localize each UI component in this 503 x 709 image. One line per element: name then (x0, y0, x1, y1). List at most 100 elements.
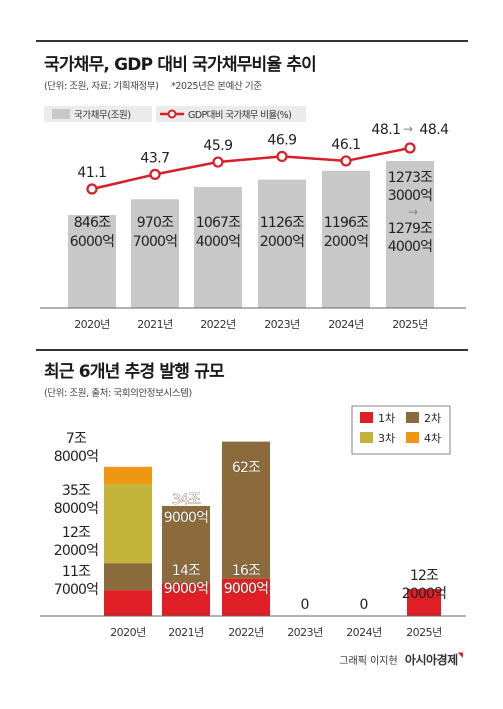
debt-value-label: 1279조 (388, 221, 433, 237)
ratio-value-label: 46.9 (267, 132, 296, 148)
brand-logo: 아시아경제 (404, 653, 458, 667)
debt-value-label: 6000억 (70, 234, 115, 250)
ratio-value-label: 48.1 (371, 122, 400, 138)
legend-box-debt (44, 106, 152, 122)
legend-swatch (360, 412, 373, 423)
bar-value-label: 62조 (232, 460, 261, 476)
bar-value-label: 14조 (172, 563, 201, 579)
top-rule (36, 40, 468, 42)
chart1-note: *2025년은 본예산 기준 (171, 81, 262, 92)
x-tick-label: 2023년 (287, 626, 323, 639)
stack-segment (162, 505, 210, 584)
debt-value-label: 1273조 (388, 170, 433, 186)
side-value-label: 8000억 (54, 501, 99, 517)
debt-value-label: 3000억 (388, 188, 433, 204)
stack-segment (222, 578, 270, 616)
debt-change-arrow: → (408, 205, 418, 219)
legend-box-ratio (156, 106, 306, 122)
debt-bar (258, 179, 306, 308)
bar-value-label: 34조 (172, 492, 201, 508)
x-tick-label: 2025년 (392, 318, 428, 331)
zero-value-label: 0 (301, 597, 310, 613)
x-tick-label: 2021년 (168, 626, 204, 639)
legend-label: 1차 (378, 412, 395, 425)
brand-mark-icon: ◥ (457, 651, 463, 659)
ratio-point (276, 150, 288, 163)
legend-label-ratio: GDP대비 국가채무 비율(%) (188, 110, 291, 121)
legend-label: 2차 (424, 412, 441, 425)
x-tick-label: 2023년 (264, 318, 300, 331)
ratio-point (149, 168, 161, 180)
debt-bar (386, 161, 434, 308)
ratio-point (212, 156, 224, 168)
legend-swatch-debt (52, 109, 70, 119)
debt-value-label: 2000억 (260, 234, 305, 250)
debt-value-label: 970조 (137, 215, 174, 231)
ratio-value-label: 41.1 (77, 165, 106, 181)
legend-swatch (406, 432, 419, 443)
stack-segment (104, 590, 152, 616)
stack-segment (104, 466, 152, 485)
ratio-line (91, 146, 411, 191)
bar-value-label: 9000억 (224, 581, 269, 597)
x-tick-label: 2020년 (74, 318, 110, 331)
chart1-unit-source: (단위: 조원, 자료: 기획재정부) (44, 81, 159, 92)
side-value-label: 2000억 (54, 543, 99, 559)
stack-segment (104, 563, 152, 591)
debt-value-label: 2000억 (324, 234, 369, 250)
legend-label-debt: 국가채무(조원) (74, 110, 131, 121)
x-tick-label: 2024년 (346, 626, 382, 639)
bar-value-label: 9000억 (164, 581, 209, 597)
x-tick-label: 2020년 (110, 626, 146, 639)
stack-segment (222, 441, 270, 579)
debt-chart: 국가채무(조원) GDP대비 국가채무 비율(%) 846조 6000억 970조 700… (40, 106, 466, 331)
ratio-change-arrow: → (403, 122, 413, 136)
debt-value-label: 1126조 (260, 215, 305, 231)
x-tick-label: 2022년 (200, 318, 236, 331)
ratio-value-label: 45.9 (203, 138, 232, 154)
legend-label: 4차 (424, 432, 441, 445)
bar-value-label: 12조 (410, 568, 439, 584)
debt-value-label: 846조 (74, 215, 111, 231)
middle-rule (36, 349, 468, 351)
ratio-point (404, 142, 416, 154)
stack-segment (104, 484, 152, 564)
legend-label: 3차 (378, 432, 395, 445)
legend-swatch (406, 412, 419, 423)
side-value-label: 8000억 (54, 449, 99, 465)
chart1-title: 국가채무, GDP 대비 국가채무비율 추이 (44, 55, 317, 75)
debt-bar (322, 170, 370, 308)
chart2-title: 최근 6개년 추경 발행 규모 (44, 362, 225, 382)
debt-value-label: 7000억 (133, 234, 178, 250)
debt-bar (131, 199, 179, 308)
ratio-point (86, 183, 98, 195)
x-tick-label: 2025년 (406, 626, 442, 639)
x-tick-label: 2022년 (228, 626, 264, 639)
ratio-value-label: 48.4 (419, 122, 449, 138)
bar-value-label: 9000억 (164, 510, 209, 526)
graphic-credit: 그래픽 이지현 (339, 656, 398, 667)
side-value-label: 12조 (62, 525, 91, 541)
x-tick-label: 2021년 (137, 318, 173, 331)
legend-swatch (360, 432, 373, 443)
chart2-subtitle: (단위: 조원, 출처: 국회의안정보시스템) (44, 388, 192, 399)
ratio-value-label: 46.1 (331, 137, 360, 153)
debt-value-label: 4000억 (388, 239, 433, 255)
side-value-label: 11조 (62, 564, 91, 580)
debt-bar (68, 215, 116, 308)
side-value-label: 7조 (66, 431, 87, 447)
debt-bar (194, 187, 242, 308)
ratio-point (340, 155, 352, 167)
side-value-label: 35조 (62, 483, 91, 499)
debt-value-label: 1067조 (196, 215, 241, 231)
debt-value-label: 1196조 (324, 215, 369, 231)
chart1-subtitle: (단위: 조원, 자료: 기획재정부) *2025년은 본예산 기준 (44, 78, 262, 92)
footer: 그래픽 이지현 아시아경제◥ (339, 651, 463, 668)
supplementary-budget-chart: 11조 7000억 12조 2000억 35조 8000억 7조 8000억 14조 9000억 3… (40, 405, 466, 639)
ratio-value-label: 43.7 (140, 150, 169, 166)
stack-segment (407, 589, 441, 616)
zero-value-label: 0 (360, 597, 369, 613)
bar-value-label: 2000억 (402, 586, 447, 602)
bar-value-label: 16조 (232, 563, 261, 579)
debt-value-label: 4000억 (196, 234, 241, 250)
